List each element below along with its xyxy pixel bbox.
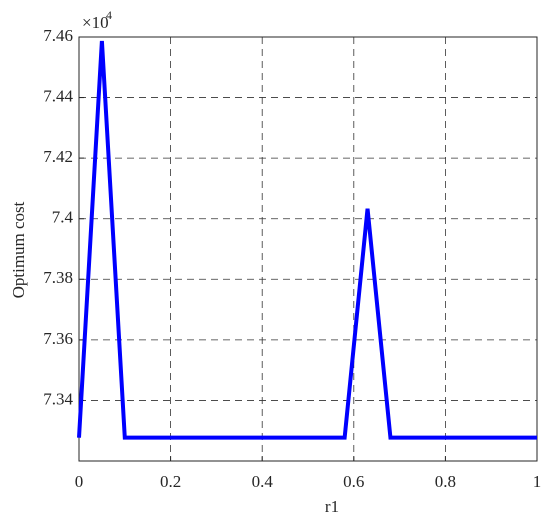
plot-frame (78, 36, 538, 462)
y-tick-label: 7.42 (43, 147, 73, 166)
x-tick-label: 0.8 (435, 472, 456, 491)
x-tick-label: 1 (533, 472, 542, 491)
y-axis-label: Optimum cost (9, 201, 28, 298)
y-tick-label: 7.38 (43, 268, 73, 287)
y-scale-label: ×10 (82, 13, 109, 32)
y-scale-exponent: 4 (106, 8, 112, 22)
y-tick-label: 7.36 (43, 329, 73, 348)
x-tick-label: 0.6 (343, 472, 364, 491)
y-tick-label: 7.4 (52, 208, 74, 227)
y-tick-label: 7.44 (43, 86, 73, 105)
x-axis-label: r1 (325, 497, 339, 516)
data-line (77, 40, 537, 440)
y-tick-label: 7.46 (43, 26, 73, 45)
x-tick-label: 0.4 (252, 472, 274, 491)
y-tick-label: 7.34 (43, 389, 73, 408)
x-tick-label: 0.2 (160, 472, 181, 491)
x-tick-label: 0 (75, 472, 84, 491)
